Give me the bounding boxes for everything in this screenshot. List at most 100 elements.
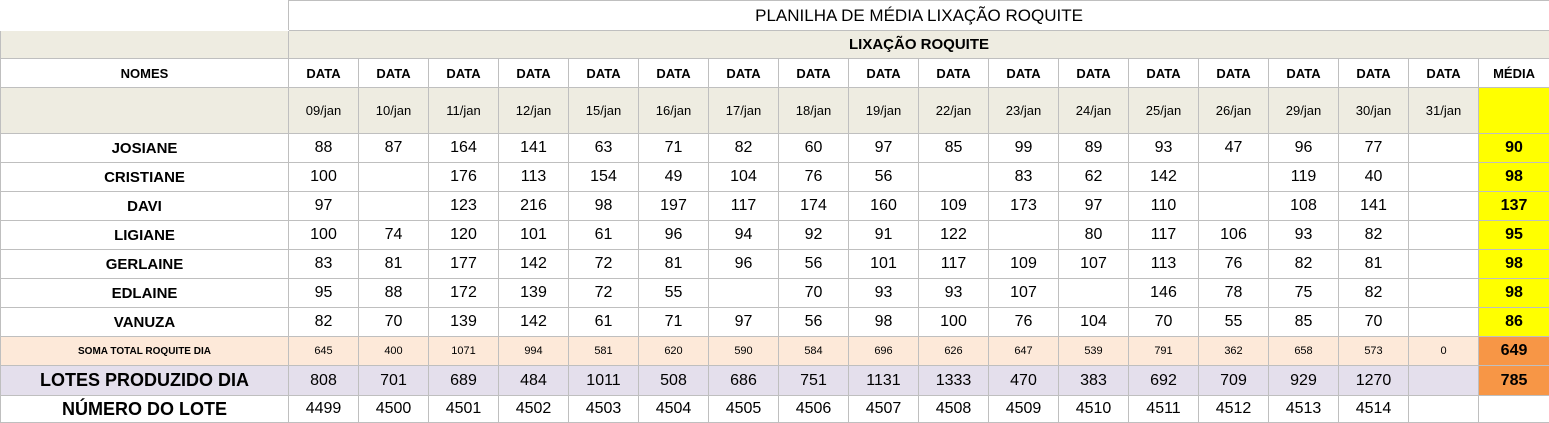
value-cell[interactable]: 106 [1199,221,1269,250]
value-cell[interactable]: 160 [849,192,919,221]
date-cell[interactable]: 17/jan [709,88,779,134]
employee-media[interactable]: 137 [1479,192,1549,221]
lotes-produzido-row-cell[interactable]: 383 [1059,366,1129,396]
value-cell[interactable] [1199,163,1269,192]
value-cell[interactable]: 96 [1269,134,1339,163]
data-header[interactable]: DATA [849,59,919,88]
value-cell[interactable]: 142 [499,250,569,279]
soma-total-row-cell[interactable]: 791 [1129,337,1199,366]
lotes-produzido-row-media[interactable]: 785 [1479,366,1549,396]
value-cell[interactable]: 88 [289,134,359,163]
date-cell[interactable]: 30/jan [1339,88,1409,134]
date-cell[interactable]: 12/jan [499,88,569,134]
value-cell[interactable]: 142 [499,308,569,337]
section-title[interactable]: LIXAÇÃO ROQUITE [289,31,1549,59]
employee-name[interactable]: DAVI [1,192,289,221]
employee-name[interactable]: CRISTIANE [1,163,289,192]
value-cell[interactable]: 71 [639,308,709,337]
employee-media[interactable]: 90 [1479,134,1549,163]
data-header[interactable]: DATA [289,59,359,88]
data-header[interactable]: DATA [989,59,1059,88]
value-cell[interactable]: 56 [779,308,849,337]
value-cell[interactable]: 139 [429,308,499,337]
soma-total-row-cell[interactable]: 696 [849,337,919,366]
value-cell[interactable]: 89 [1059,134,1129,163]
value-cell[interactable]: 123 [429,192,499,221]
numero-lote-row-cell[interactable]: 4510 [1059,396,1129,423]
value-cell[interactable] [1409,279,1479,308]
value-cell[interactable] [1409,221,1479,250]
lotes-produzido-row-label[interactable]: LOTES PRODUZIDO DIA [1,366,289,396]
media-header[interactable]: MÉDIA [1479,59,1549,88]
value-cell[interactable]: 172 [429,279,499,308]
soma-total-row-cell[interactable]: 645 [289,337,359,366]
date-cell[interactable]: 19/jan [849,88,919,134]
value-cell[interactable]: 82 [289,308,359,337]
value-cell[interactable]: 87 [359,134,429,163]
value-cell[interactable] [709,279,779,308]
value-cell[interactable]: 174 [779,192,849,221]
value-cell[interactable]: 88 [359,279,429,308]
numero-lote-row-cell[interactable]: 4507 [849,396,919,423]
date-cell[interactable]: 09/jan [289,88,359,134]
soma-total-row-cell[interactable]: 400 [359,337,429,366]
data-header[interactable]: DATA [569,59,639,88]
value-cell[interactable]: 82 [1269,250,1339,279]
value-cell[interactable]: 117 [709,192,779,221]
value-cell[interactable]: 94 [709,221,779,250]
value-cell[interactable]: 55 [639,279,709,308]
soma-total-row-cell[interactable]: 581 [569,337,639,366]
soma-total-row-cell[interactable]: 539 [1059,337,1129,366]
numero-lote-row-cell[interactable]: 4509 [989,396,1059,423]
sheet-title[interactable]: PLANILHA DE MÉDIA LIXAÇÃO ROQUITE [289,1,1549,31]
media-header-fill[interactable] [1479,88,1549,134]
value-cell[interactable]: 83 [289,250,359,279]
value-cell[interactable]: 61 [569,221,639,250]
value-cell[interactable]: 141 [499,134,569,163]
value-cell[interactable]: 81 [639,250,709,279]
soma-total-row-label[interactable]: SOMA TOTAL ROQUITE DIA [1,337,289,366]
value-cell[interactable]: 83 [989,163,1059,192]
value-cell[interactable]: 80 [1059,221,1129,250]
value-cell[interactable]: 101 [849,250,919,279]
value-cell[interactable]: 141 [1339,192,1409,221]
soma-total-row-cell[interactable]: 620 [639,337,709,366]
lotes-produzido-row-cell[interactable]: 508 [639,366,709,396]
data-header[interactable]: DATA [1269,59,1339,88]
value-cell[interactable]: 110 [1129,192,1199,221]
value-cell[interactable]: 109 [919,192,989,221]
value-cell[interactable]: 120 [429,221,499,250]
value-cell[interactable] [989,221,1059,250]
lotes-produzido-row-cell[interactable]: 1011 [569,366,639,396]
data-header[interactable]: DATA [1059,59,1129,88]
date-cell[interactable]: 25/jan [1129,88,1199,134]
value-cell[interactable]: 95 [289,279,359,308]
value-cell[interactable]: 108 [1269,192,1339,221]
soma-total-row-cell[interactable]: 626 [919,337,989,366]
data-header[interactable]: DATA [779,59,849,88]
value-cell[interactable]: 81 [1339,250,1409,279]
soma-total-row-cell[interactable]: 573 [1339,337,1409,366]
value-cell[interactable]: 70 [779,279,849,308]
value-cell[interactable] [1059,279,1129,308]
value-cell[interactable]: 100 [289,221,359,250]
soma-total-row-cell[interactable]: 647 [989,337,1059,366]
lotes-produzido-row-cell[interactable]: 484 [499,366,569,396]
value-cell[interactable]: 93 [849,279,919,308]
data-header[interactable]: DATA [1409,59,1479,88]
lotes-produzido-row-cell[interactable]: 1270 [1339,366,1409,396]
value-cell[interactable]: 70 [1129,308,1199,337]
lotes-produzido-row-cell[interactable]: 470 [989,366,1059,396]
soma-total-row-media[interactable]: 649 [1479,337,1549,366]
value-cell[interactable]: 56 [849,163,919,192]
numero-lote-row-cell[interactable]: 4508 [919,396,989,423]
numero-lote-row-media[interactable] [1479,396,1549,423]
value-cell[interactable]: 96 [709,250,779,279]
value-cell[interactable]: 93 [919,279,989,308]
value-cell[interactable]: 62 [1059,163,1129,192]
data-header[interactable]: DATA [1339,59,1409,88]
soma-total-row-cell[interactable]: 994 [499,337,569,366]
lotes-produzido-row-cell[interactable]: 929 [1269,366,1339,396]
value-cell[interactable]: 216 [499,192,569,221]
numero-lote-row-cell[interactable]: 4511 [1129,396,1199,423]
